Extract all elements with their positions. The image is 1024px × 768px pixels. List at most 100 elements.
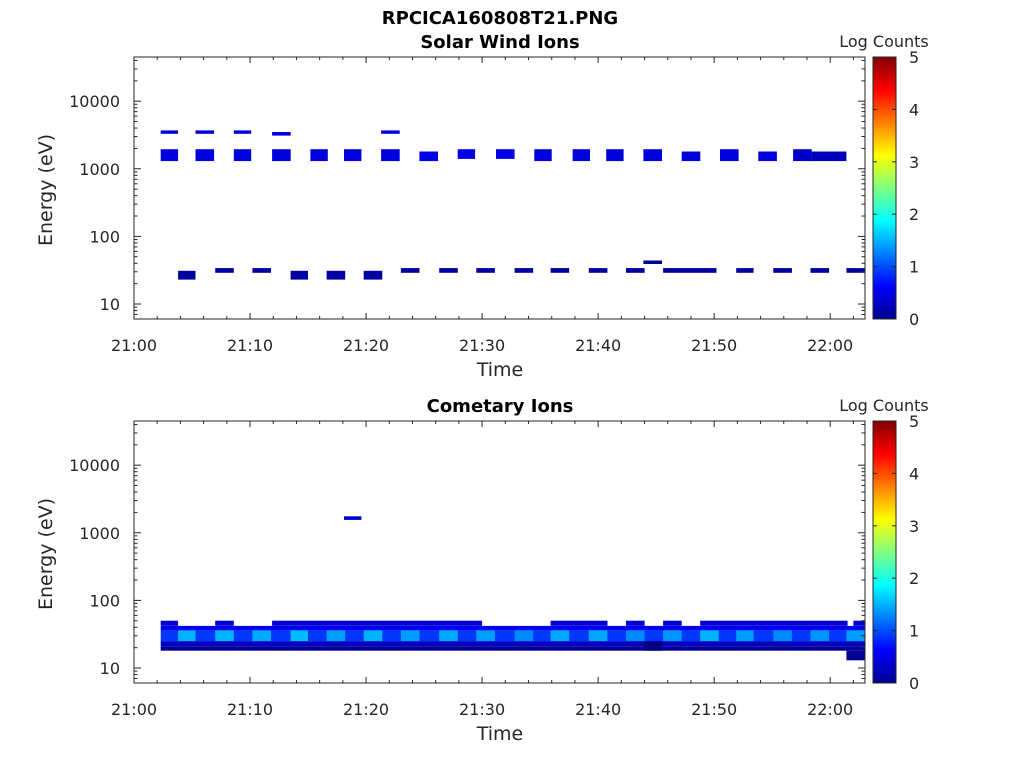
heatmap-cell	[588, 268, 608, 273]
heatmap-cell	[663, 620, 682, 626]
heatmap-cell	[252, 630, 271, 642]
x-tick-label: 21:40	[575, 336, 621, 355]
x-tick-label: 21:20	[343, 336, 389, 355]
heatmap-cell	[550, 630, 570, 642]
heatmap-cell	[643, 260, 662, 264]
x-axis-label: Time	[476, 359, 524, 381]
heatmap-cell	[178, 270, 196, 280]
x-tick-label: 22:00	[807, 700, 853, 719]
colorbar-tick-label: 5	[909, 412, 919, 431]
colorbar-label: Log Counts	[839, 32, 929, 51]
x-tick-label: 21:10	[227, 700, 273, 719]
heatmap-cell	[381, 149, 400, 162]
colorbar-gradient	[872, 56, 897, 320]
heatmap-cell	[736, 268, 754, 273]
heatmap-cell	[160, 641, 865, 647]
heatmap-cell	[326, 270, 346, 280]
heatmap-cell	[811, 151, 847, 162]
heatmap-cell	[663, 268, 717, 273]
heatmap-cells	[160, 130, 865, 280]
heatmap-cell	[846, 268, 865, 273]
heatmap-cell	[700, 620, 848, 626]
heatmap-cell	[400, 630, 420, 642]
x-tick-label: 21:40	[575, 700, 621, 719]
x-ticks: 21:00 21:10 21:20 21:30 21:40 21:50 22:00	[111, 421, 854, 719]
x-tick-label: 21:30	[459, 700, 505, 719]
page-title: RPCICA160808T21.PNG	[382, 8, 618, 29]
y-axis-label: Energy (eV)	[35, 498, 57, 610]
heatmap-cell	[476, 630, 495, 642]
heatmap-cell	[439, 630, 458, 642]
y-ticks: 10 100 1000 10000	[69, 59, 865, 320]
heatmap-cell	[160, 625, 865, 631]
heatmap-cell	[252, 268, 271, 273]
heatmap-cell	[846, 630, 865, 642]
x-axis-label: Time	[476, 723, 524, 745]
y-tick-label: 100	[89, 591, 120, 610]
colorbar-tick-label: 1	[909, 258, 919, 277]
y-tick-label: 10000	[69, 456, 120, 475]
y-tick-label: 1000	[79, 524, 120, 543]
heatmap-cell	[810, 630, 830, 642]
heatmap-cell	[160, 130, 179, 134]
heatmap-cell	[663, 630, 682, 642]
solar-wind-panel: Solar Wind Ions Log Counts Energy (eV) T…	[35, 32, 929, 381]
heatmap-cell	[160, 149, 179, 162]
y-tick-label: 10000	[69, 92, 120, 111]
heatmap-cell	[700, 630, 719, 642]
heatmap-cell	[514, 268, 534, 273]
x-tick-label: 21:50	[691, 336, 737, 355]
x-tick-label: 21:00	[111, 336, 157, 355]
heatmap-cell	[233, 149, 252, 162]
heatmap-cell	[290, 630, 308, 642]
heatmap-cell	[572, 149, 590, 162]
heatmap-cell	[736, 630, 754, 642]
heatmap-cell	[160, 630, 865, 642]
heatmap-cell	[626, 268, 645, 273]
heatmap-cell	[514, 630, 534, 642]
heatmap-cell	[810, 268, 830, 273]
colorbar-tick-label: 3	[909, 153, 919, 172]
heatmap-cell	[846, 650, 865, 661]
heatmap-cell	[400, 268, 420, 273]
heatmap-cell	[363, 270, 383, 280]
heatmap-cell	[215, 620, 234, 626]
panel-title: Solar Wind Ions	[420, 32, 579, 53]
colorbar-tick-label: 0	[909, 310, 919, 329]
colorbar-tick-label: 5	[909, 48, 919, 67]
x-ticks: 21:00 21:10 21:20 21:30 21:40 21:50 22:00	[111, 57, 854, 355]
heatmap-cell	[439, 268, 458, 273]
heatmap-cells	[160, 516, 865, 661]
panel-title: Cometary Ions	[427, 396, 574, 417]
y-ticks: 10 100 1000 10000	[69, 423, 865, 684]
heatmap-cell	[178, 630, 196, 642]
heatmap-cell	[326, 630, 346, 642]
y-tick-label: 1000	[79, 160, 120, 179]
heatmap-cell	[215, 630, 234, 642]
heatmap-cell	[272, 149, 291, 162]
heatmap-cell	[534, 149, 552, 162]
heatmap-cell	[363, 630, 383, 642]
heatmap-cell	[476, 268, 495, 273]
heatmap-cell	[195, 130, 215, 134]
heatmap-cell	[160, 646, 865, 651]
heatmap-cell	[419, 151, 438, 162]
colorbar-ticks: 0 1 2 3 4 5	[873, 48, 919, 329]
x-tick-label: 22:00	[807, 336, 853, 355]
heatmap-cell	[626, 630, 645, 642]
x-tick-label: 21:20	[343, 700, 389, 719]
heatmap-cell	[773, 630, 792, 642]
heatmap-cell	[160, 620, 179, 626]
heatmap-cell	[496, 149, 515, 159]
heatmap-cell	[550, 268, 570, 273]
heatmap-cell	[344, 516, 362, 520]
colorbar-tick-label: 3	[909, 517, 919, 536]
heatmap-cell	[310, 149, 328, 162]
x-tick-label: 21:50	[691, 700, 737, 719]
cometary-panel: Cometary Ions Log Counts Energy (eV) Tim…	[35, 396, 929, 745]
heatmap-cell	[773, 268, 792, 273]
y-tick-label: 100	[89, 227, 120, 246]
heatmap-cell	[643, 149, 662, 162]
heatmap-cell	[720, 149, 739, 162]
